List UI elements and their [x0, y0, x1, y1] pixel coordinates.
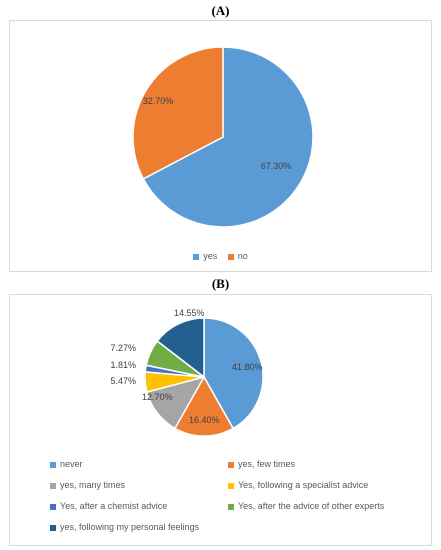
pie-slice: [173, 375, 235, 437]
pie-slice: [203, 317, 264, 430]
legend-b-label: Yes, following a specialist advice: [238, 480, 369, 490]
chart-a-frame: 67.30% 32.70% yes no: [9, 20, 432, 272]
legend-a-label: yes: [203, 251, 218, 261]
legend-b-item: yes, few times: [228, 459, 295, 469]
slice-data-label: 41.80%: [232, 362, 263, 372]
legend-b-swatch-icon: [50, 503, 56, 510]
slice-data-label: 32.70%: [143, 96, 174, 106]
panel-b-label: (B): [211, 276, 230, 291]
legend-b-swatch-icon: [50, 524, 56, 531]
legend-b-label: yes, following my personal feelings: [60, 522, 200, 532]
slice-data-label: 12.70%: [142, 392, 173, 402]
legend-a-label: no: [237, 251, 248, 261]
legend-b-label: never: [60, 459, 83, 469]
legend-b-item: Yes, after a chemist advice: [50, 501, 167, 511]
legend-b-label: yes, few times: [238, 459, 296, 469]
pie-slice: [132, 46, 224, 180]
pie-slice: [142, 46, 314, 228]
legend-b-swatch-icon: [50, 482, 56, 489]
legend-b-label: yes, many times: [60, 480, 126, 490]
panel-a-label: (A): [211, 3, 230, 18]
slice-data-label: 67.30%: [261, 161, 292, 171]
slice-data-label: 5.47%: [110, 376, 136, 386]
legend-b-label: Yes, after a chemist advice: [60, 501, 168, 511]
legend-a-swatch-icon: [227, 253, 234, 260]
pie-chart-b: 41.80% 16.40% 12.70% 5.47% 1.81% 7.27% 14.55%: [110, 308, 264, 437]
slice-data-label: 7.27%: [110, 343, 136, 353]
legend-b-swatch-icon: [50, 461, 56, 468]
legend-b-label: Yes, after the advice of other experts: [238, 501, 385, 511]
legend-b-item: yes, following my personal feelings: [50, 522, 199, 532]
legend-b-item: yes, many times: [50, 480, 125, 490]
legend-a: yes no: [10, 251, 431, 261]
chart-b-frame: 41.80% 16.40% 12.70% 5.47% 1.81% 7.27% 14.55% …: [9, 294, 432, 546]
legend-b-item: never: [50, 459, 83, 469]
slice-data-label: 1.81%: [110, 360, 136, 370]
legend-a-item: yes: [193, 251, 217, 261]
legend-b-swatch-icon: [228, 503, 234, 510]
pie-slice: [156, 317, 205, 379]
legend-b-item: Yes, after the advice of other experts: [228, 501, 384, 511]
legend-b-swatch-icon: [228, 461, 234, 468]
slice-data-label: 16.40%: [189, 415, 220, 425]
legend-b-swatch-icon: [228, 482, 234, 489]
legend-b-item: Yes, following a specialist advice: [228, 480, 368, 490]
legend-a-item: no: [227, 251, 248, 261]
pie-chart-a: 67.30% 32.70%: [132, 46, 314, 228]
legend-a-swatch-icon: [193, 253, 200, 260]
slice-data-label: 14.55%: [174, 308, 205, 318]
